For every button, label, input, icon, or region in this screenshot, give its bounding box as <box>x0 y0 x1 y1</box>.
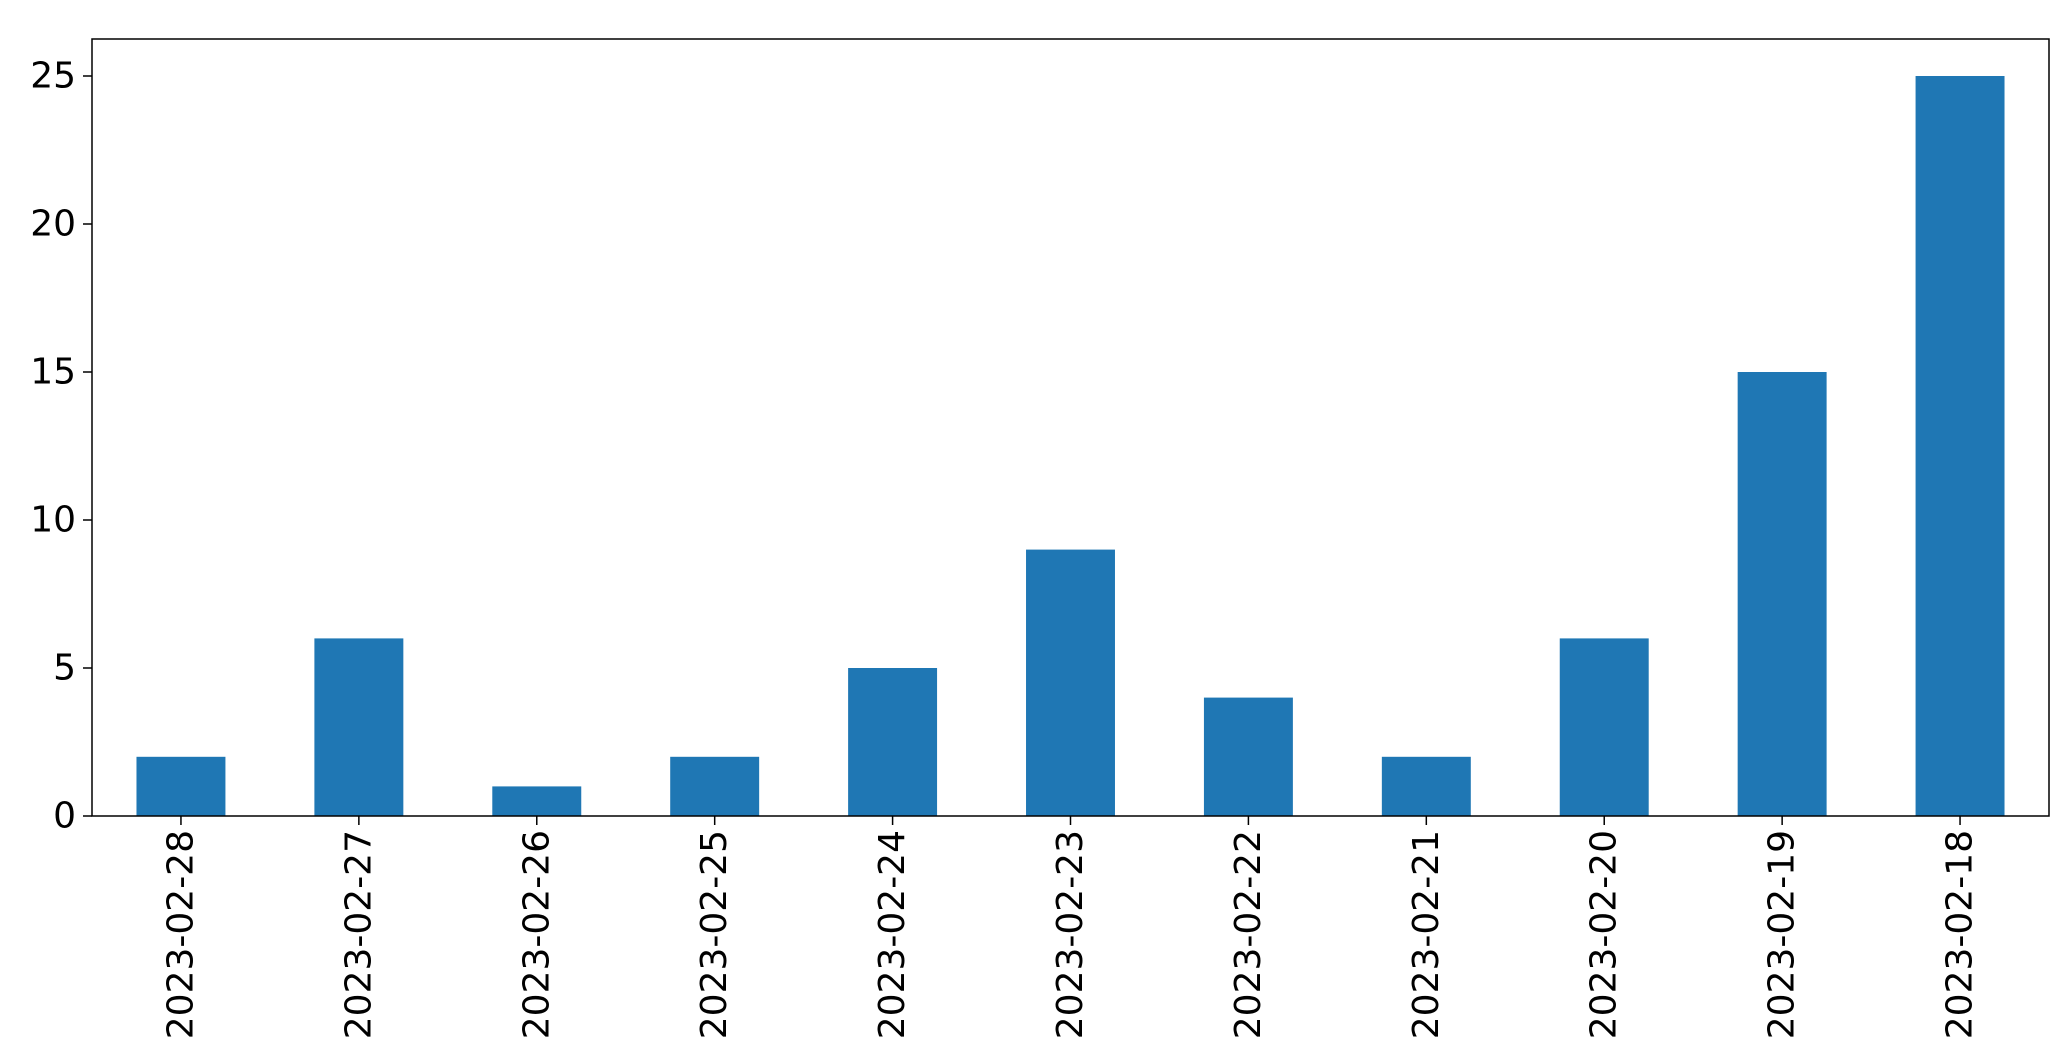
bar-2023-02-25 <box>670 756 760 816</box>
x-tick-label: 2023-02-28 <box>160 830 201 1039</box>
y-tick-label: 15 <box>30 352 76 393</box>
x-tick-label: 2023-02-23 <box>1050 830 1091 1039</box>
bar-2023-02-18 <box>1915 76 2005 816</box>
y-tick-label: 25 <box>30 56 76 97</box>
x-tick-label: 2023-02-26 <box>516 830 557 1039</box>
bar-2023-02-24 <box>848 668 938 816</box>
x-tick-label: 2023-02-20 <box>1584 830 1625 1039</box>
y-tick-label: 10 <box>30 500 76 541</box>
x-tick-label: 2023-02-24 <box>872 830 913 1039</box>
x-tick-label: 2023-02-25 <box>694 830 735 1039</box>
bar-2023-02-28 <box>136 756 226 816</box>
bar-2023-02-23 <box>1026 549 1115 816</box>
bar-2023-02-22 <box>1203 697 1293 816</box>
bar-2023-02-20 <box>1559 638 1649 816</box>
x-axis: 2023-02-28 2023-02-27 2023-02-26 2023-02-25… <box>160 816 1981 1039</box>
y-tick-label: 5 <box>53 648 76 689</box>
bars-group <box>136 76 2005 816</box>
x-tick-label: 2023-02-19 <box>1762 830 1803 1039</box>
bar-2023-02-21 <box>1381 756 1471 816</box>
y-tick-label: 0 <box>53 796 76 837</box>
x-tick-label: 2023-02-21 <box>1406 830 1447 1039</box>
x-tick-label: 2023-02-27 <box>338 830 379 1039</box>
x-tick-label: 2023-02-22 <box>1228 830 1269 1039</box>
bar-2023-02-19 <box>1737 372 1827 816</box>
y-axis: 0 5 10 15 20 25 <box>30 56 92 837</box>
plot-frame <box>91 38 2050 817</box>
bar-2023-02-27 <box>314 638 404 816</box>
y-tick-label: 20 <box>30 204 76 245</box>
bar-2023-02-26 <box>492 786 582 816</box>
x-tick-label: 2023-02-18 <box>1940 830 1981 1039</box>
